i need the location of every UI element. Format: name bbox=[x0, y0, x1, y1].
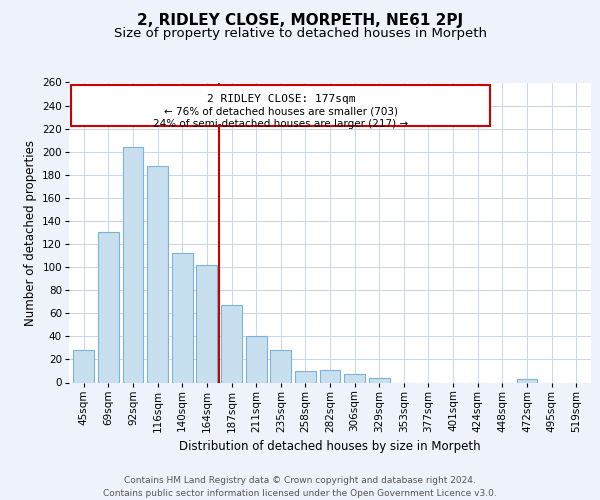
Bar bbox=[221, 305, 242, 382]
Bar bbox=[122, 147, 143, 382]
Bar bbox=[295, 371, 316, 382]
Bar bbox=[98, 232, 119, 382]
Text: Contains public sector information licensed under the Open Government Licence v3: Contains public sector information licen… bbox=[103, 489, 497, 498]
Bar bbox=[320, 370, 340, 382]
Bar bbox=[172, 254, 193, 382]
FancyBboxPatch shape bbox=[71, 85, 490, 126]
Text: 2 RIDLEY CLOSE: 177sqm: 2 RIDLEY CLOSE: 177sqm bbox=[206, 94, 355, 104]
Text: Size of property relative to detached houses in Morpeth: Size of property relative to detached ho… bbox=[113, 28, 487, 40]
Text: 24% of semi-detached houses are larger (217) →: 24% of semi-detached houses are larger (… bbox=[153, 120, 409, 130]
Text: ← 76% of detached houses are smaller (703): ← 76% of detached houses are smaller (70… bbox=[164, 106, 398, 117]
Bar bbox=[344, 374, 365, 382]
Text: Contains HM Land Registry data © Crown copyright and database right 2024.: Contains HM Land Registry data © Crown c… bbox=[124, 476, 476, 485]
Bar bbox=[369, 378, 390, 382]
Y-axis label: Number of detached properties: Number of detached properties bbox=[24, 140, 37, 326]
Bar bbox=[270, 350, 291, 382]
X-axis label: Distribution of detached houses by size in Morpeth: Distribution of detached houses by size … bbox=[179, 440, 481, 453]
Bar bbox=[245, 336, 266, 382]
Bar bbox=[73, 350, 94, 382]
Text: 2, RIDLEY CLOSE, MORPETH, NE61 2PJ: 2, RIDLEY CLOSE, MORPETH, NE61 2PJ bbox=[137, 12, 463, 28]
Bar bbox=[147, 166, 168, 382]
Bar bbox=[517, 379, 538, 382]
Bar bbox=[196, 265, 217, 382]
